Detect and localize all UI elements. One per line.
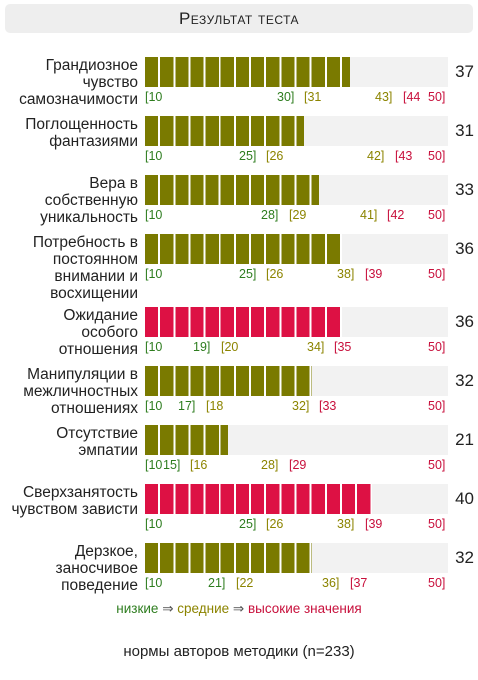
score-bar-track: [145, 543, 448, 573]
legend-arrow: ⇒: [162, 601, 174, 616]
page-title-text: Результат теста: [178, 8, 300, 28]
norm-tick-label: [10: [145, 576, 163, 590]
score-value: 37: [455, 62, 474, 81]
norm-tick-label: [26: [266, 149, 284, 163]
norm-tick-label: [31: [304, 90, 322, 104]
scale-label: Поглощенность фантазиями: [25, 116, 138, 150]
norm-tick-label: 21]: [208, 576, 226, 590]
norm-tick-label: 50]: [428, 458, 446, 472]
norm-tick-label: [18: [206, 399, 224, 413]
score-bar-fill: [145, 425, 229, 455]
norm-tick-label: [33: [319, 399, 337, 413]
norm-tick-label: [10: [145, 517, 163, 531]
norm-tick-label: 30]: [277, 90, 295, 104]
score-bar-fill: [145, 366, 312, 396]
norm-tick-label: [10: [145, 208, 163, 222]
norm-tick-label: [10: [145, 267, 163, 281]
scale-label: Дерзкое, заносчивое поведение: [55, 543, 138, 594]
norm-tick-label: [43: [395, 149, 413, 163]
norm-tick-label: 28]: [261, 208, 279, 222]
norm-tick-label: 32]: [292, 399, 310, 413]
score-bar-track: [145, 425, 448, 455]
norm-tick-label: 34]: [307, 340, 325, 354]
norm-tick-label: [10: [145, 399, 163, 413]
norm-tick-label: [10: [145, 90, 163, 104]
score-value: 31: [455, 121, 474, 140]
score-value: 36: [455, 312, 474, 331]
norm-tick-label: 50]: [428, 90, 446, 104]
norm-tick-label: [42: [387, 208, 405, 222]
norm-tick-label: 15]: [163, 458, 181, 472]
score-value: 36: [455, 239, 474, 258]
norm-tick-label: [29: [289, 458, 307, 472]
norm-tick-label: [10: [145, 149, 163, 163]
score-bar-track: [145, 57, 448, 87]
score-bar-track: [145, 234, 448, 264]
score-bar-track: [145, 484, 448, 514]
norm-tick-label: 17]: [178, 399, 196, 413]
norm-tick-label: 28]: [261, 458, 279, 472]
norm-tick-label: 50]: [428, 399, 446, 413]
norm-tick-label: [10: [145, 458, 163, 472]
norm-tick-label: [10: [145, 340, 163, 354]
score-bar-fill: [145, 234, 342, 264]
norm-tick-label: [35: [334, 340, 352, 354]
score-value: 40: [455, 489, 474, 508]
norm-tick-label: [16: [190, 458, 208, 472]
score-bar-track: [145, 175, 448, 205]
score-bar-fill: [145, 543, 312, 573]
legend-arrow: ⇒: [232, 601, 245, 616]
score-value: 32: [455, 371, 474, 390]
score-bar-fill: [145, 57, 350, 87]
norm-tick-label: 50]: [428, 340, 446, 354]
scale-label: Вера в собственную уникальность: [40, 175, 138, 226]
norm-tick-label: 50]: [428, 576, 446, 590]
norm-tick-label: [26: [266, 517, 284, 531]
norm-tick-label: 50]: [428, 208, 446, 222]
scale-label: Отсутствие эмпатии: [56, 425, 138, 459]
legend-high: высокие значения: [248, 601, 362, 616]
norm-tick-label: 25]: [239, 517, 257, 531]
norm-tick-label: 38]: [337, 267, 355, 281]
norm-tick-label: 25]: [239, 149, 257, 163]
score-value: 21: [455, 430, 474, 449]
norm-tick-label: [37: [350, 576, 368, 590]
norm-tick-label: [22: [236, 576, 254, 590]
score-value: 33: [455, 180, 474, 199]
legend: низкие ⇒ средние ⇒ высокие значения: [0, 601, 478, 617]
scale-label: Манипуляции в межличностных отношениях: [23, 366, 138, 417]
footer-note: нормы авторов методики (n=233): [123, 643, 355, 660]
score-bar-fill: [145, 307, 342, 337]
score-bar-fill: [145, 484, 373, 514]
norm-tick-label: [39: [365, 267, 383, 281]
norm-tick-label: 25]: [239, 267, 257, 281]
scale-label: Потребность в постоянном внимании и восх…: [32, 234, 138, 302]
score-bar-track: [145, 307, 448, 337]
norm-tick-label: 50]: [428, 517, 446, 531]
score-value: 32: [455, 548, 474, 567]
score-bar-fill: [145, 116, 305, 146]
norm-tick-label: 41]: [360, 208, 378, 222]
norm-tick-label: 19]: [193, 340, 211, 354]
score-bar-fill: [145, 175, 320, 205]
norm-tick-label: [20: [221, 340, 239, 354]
legend-mid: средние: [177, 601, 230, 616]
norm-tick-label: [26: [266, 267, 284, 281]
norm-tick-label: 36]: [322, 576, 340, 590]
scale-label: Грандиозное чувство самозначимости: [19, 57, 138, 108]
norm-tick-label: 43]: [375, 90, 393, 104]
norm-tick-label: 50]: [428, 267, 446, 281]
legend-low: низкие: [116, 601, 159, 616]
page-title: Результат теста: [5, 4, 473, 33]
scale-label: Ожидание особого отношения: [58, 307, 138, 358]
norm-tick-label: [44: [403, 90, 421, 104]
norm-tick-label: [29: [289, 208, 307, 222]
norm-tick-label: [39: [365, 517, 383, 531]
norm-tick-label: 38]: [337, 517, 355, 531]
norm-tick-label: 50]: [428, 149, 446, 163]
scale-label: Сверхзанятость чувством зависти: [11, 484, 138, 518]
score-bar-track: [145, 116, 448, 146]
norm-tick-label: 42]: [367, 149, 385, 163]
score-bar-track: [145, 366, 448, 396]
